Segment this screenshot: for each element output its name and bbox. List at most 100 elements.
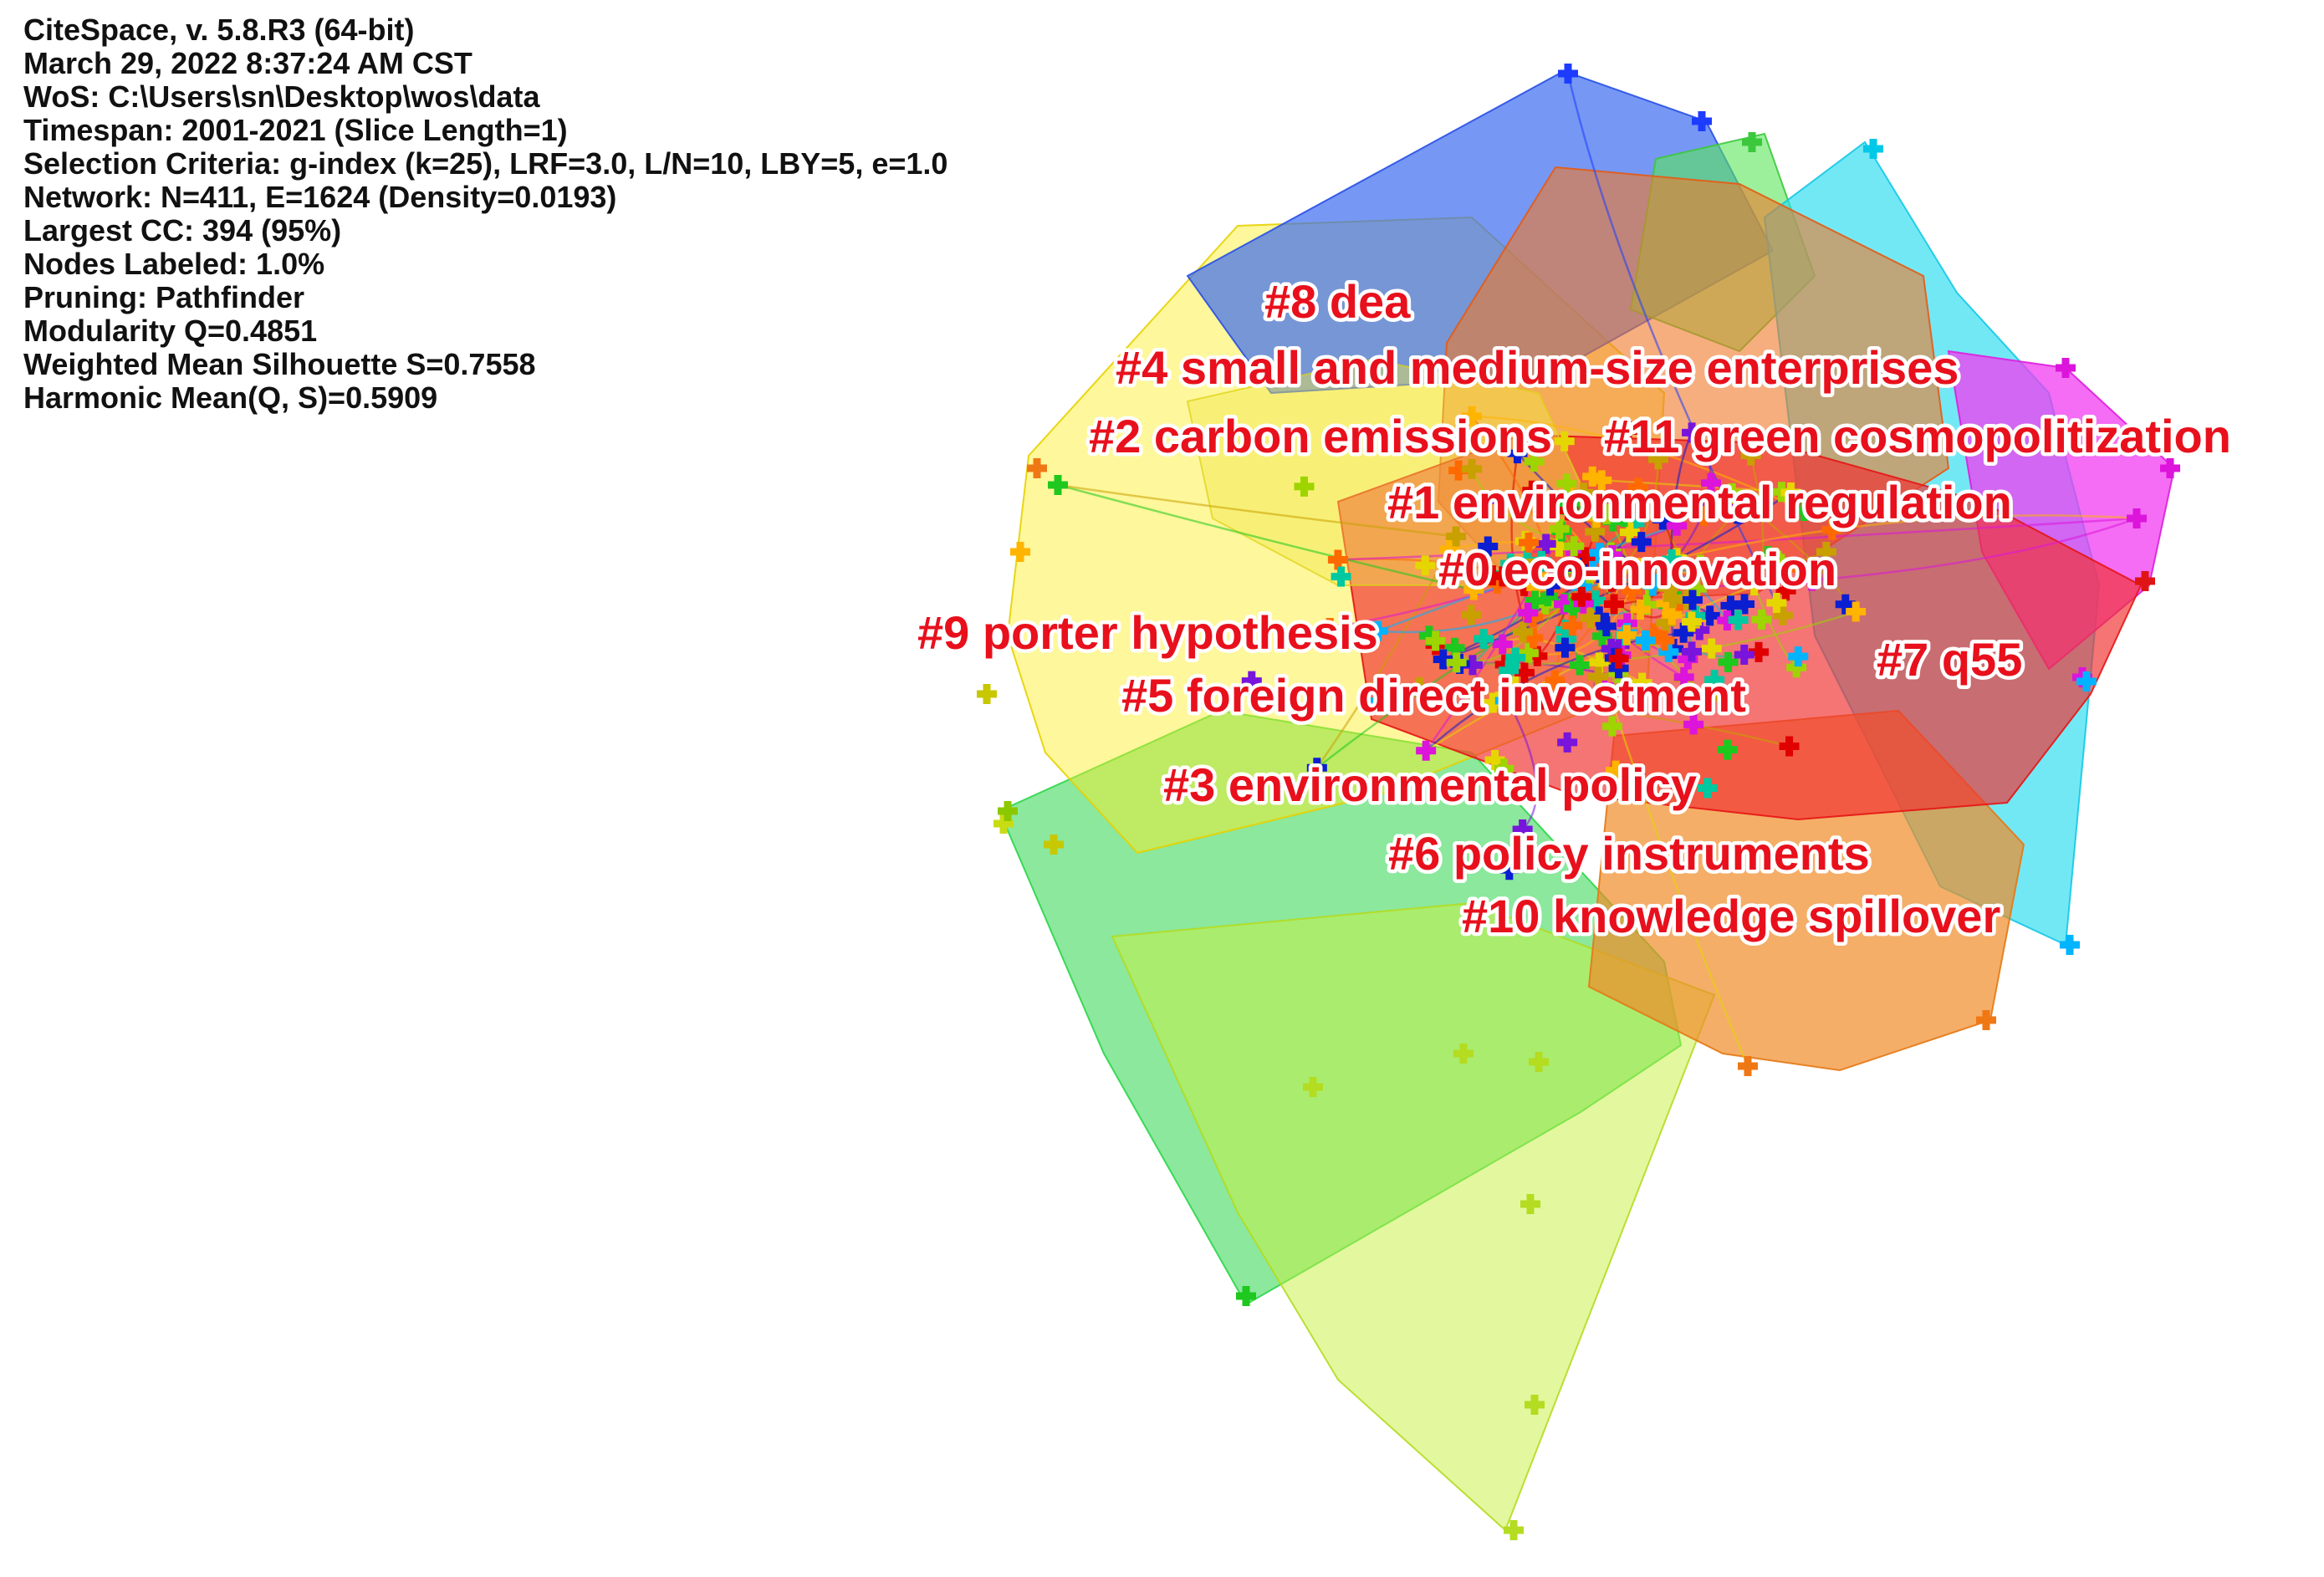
network-node <box>1525 590 1545 611</box>
network-node <box>1027 458 1047 478</box>
network-node <box>1505 647 1526 668</box>
info-line: Nodes Labeled: 1.0% <box>23 247 325 281</box>
network-node <box>1563 598 1584 619</box>
network-node <box>2135 571 2155 591</box>
network-node <box>1540 575 1560 596</box>
network-node <box>977 684 997 704</box>
network-node <box>1704 669 1725 690</box>
network-node <box>1673 622 1694 643</box>
cluster-label-4: #4 small and medium-size enterprises <box>1116 341 1959 394</box>
network-edge <box>1472 415 1805 513</box>
network-node <box>1698 687 1719 708</box>
network-edge <box>1337 517 2138 561</box>
network-node <box>1700 472 1721 493</box>
network-node <box>1564 536 1585 557</box>
network-node <box>1619 522 1640 543</box>
cluster-label-0: #0 eco-innovation <box>1438 543 1836 595</box>
network-node <box>1580 608 1601 629</box>
network-node <box>1320 618 1341 639</box>
network-edge <box>1554 603 1615 681</box>
network-node <box>1846 601 1867 622</box>
network-node <box>1331 566 1351 587</box>
network-node <box>1327 549 1348 570</box>
network-node <box>1816 542 1836 563</box>
network-node <box>1788 646 1809 667</box>
info-line: Network: N=411, E=1624 (Density=0.0193) <box>23 180 617 214</box>
network-node <box>1681 611 1702 632</box>
network-node <box>1976 1010 1996 1030</box>
network-node <box>1518 602 1539 623</box>
network-node <box>1446 652 1467 673</box>
network-node <box>1591 470 1612 491</box>
cluster-labels: #8 dea #4 small and medium-size enterpri… <box>914 272 2235 947</box>
network-node <box>1583 498 1604 519</box>
network-node <box>1673 666 1694 687</box>
network-node <box>1722 482 1743 503</box>
network-node <box>1693 506 1714 527</box>
network-node <box>2160 458 2180 478</box>
network-node <box>2127 508 2147 528</box>
network-node <box>1658 641 1679 662</box>
cluster-label-7: #7 q55 <box>1877 633 2022 686</box>
network-edge <box>1647 571 1729 621</box>
network-node <box>1601 716 1622 737</box>
network-node <box>1622 580 1642 601</box>
network-node <box>1573 482 1594 503</box>
network-node <box>1549 518 1570 539</box>
network-node <box>1732 498 1753 518</box>
network-node <box>1048 475 1068 495</box>
network-node <box>1462 406 1483 426</box>
cluster-label-1: #1 environmental regulation <box>1387 476 2012 528</box>
network-node <box>1448 559 1468 580</box>
network-node <box>1603 594 1624 615</box>
network-node <box>1518 532 1539 553</box>
cluster-hulls <box>998 69 2176 1532</box>
network-node <box>1494 758 1514 779</box>
network-node <box>1504 1520 1524 1540</box>
network-node <box>1554 431 1575 452</box>
network-node <box>1520 558 1540 579</box>
network-node <box>1742 132 1762 152</box>
network-node <box>1654 630 1675 651</box>
network-node <box>1478 536 1499 557</box>
network-node <box>1306 758 1327 778</box>
network-node <box>1545 670 1566 691</box>
network-node <box>1513 621 1533 642</box>
cluster-label-10: #10 knowledge spillover <box>1462 890 2000 942</box>
network-node <box>1492 634 1513 655</box>
network-node <box>1446 526 1467 547</box>
network-node <box>993 814 1014 834</box>
network-node <box>1010 542 1030 562</box>
network-node <box>1588 666 1609 687</box>
network-node <box>1570 655 1591 676</box>
network-node <box>1518 643 1539 664</box>
network-node <box>1512 819 1533 840</box>
network-node <box>1863 139 1883 159</box>
network-node <box>1606 760 1627 781</box>
network-node <box>1556 473 1577 494</box>
network-node <box>1494 690 1515 711</box>
network-edge <box>1057 483 1474 591</box>
info-line: WoS: C:\Users\sn\Desktop\wos\data <box>23 79 540 114</box>
network-node <box>1697 778 1718 799</box>
info-line: Harmonic Mean(Q, S)=0.5909 <box>23 380 438 415</box>
network-node <box>1765 547 1785 568</box>
network-node <box>1738 1056 1758 1076</box>
info-line: March 29, 2022 8:37:24 AM CST <box>23 46 472 80</box>
network-edge <box>1057 483 1457 538</box>
network-node <box>1530 689 1550 710</box>
network-node <box>1608 648 1629 669</box>
network-node <box>1794 501 1815 522</box>
network-node <box>1632 672 1652 693</box>
network-edge <box>1637 514 2138 569</box>
network-node <box>1775 580 1796 601</box>
network-node <box>1535 533 1556 554</box>
network-node <box>1740 445 1761 466</box>
network-node <box>1476 490 1497 511</box>
info-line: Weighted Mean Silhouette S=0.7558 <box>23 347 536 381</box>
network-node <box>1667 515 1688 536</box>
network-node <box>1557 732 1578 753</box>
network-node <box>1648 449 1669 470</box>
network-node <box>1499 660 1520 681</box>
network-node <box>1734 645 1754 666</box>
